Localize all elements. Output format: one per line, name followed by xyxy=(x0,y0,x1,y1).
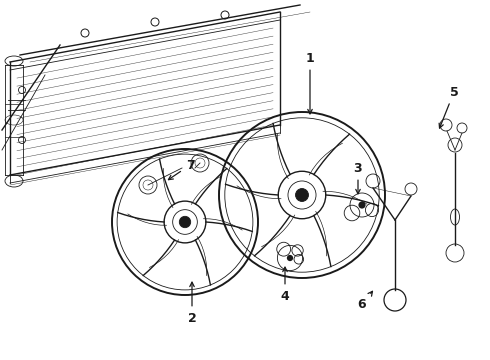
Text: 3: 3 xyxy=(354,162,362,194)
Circle shape xyxy=(287,255,293,261)
Circle shape xyxy=(295,189,309,202)
Text: 4: 4 xyxy=(281,267,290,302)
Circle shape xyxy=(179,216,191,228)
Text: 7: 7 xyxy=(169,158,195,180)
Circle shape xyxy=(358,201,366,208)
Text: 2: 2 xyxy=(188,282,196,324)
Text: 1: 1 xyxy=(306,51,315,114)
Text: 6: 6 xyxy=(358,291,372,311)
Text: 5: 5 xyxy=(439,86,458,128)
